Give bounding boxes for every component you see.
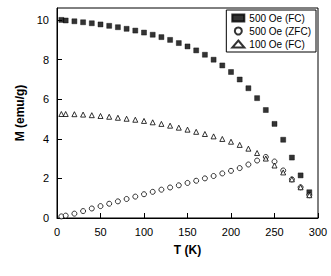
svg-text:M (emu/g): M (emu/g) bbox=[13, 85, 27, 142]
svg-text:200: 200 bbox=[222, 226, 240, 238]
svg-text:0: 0 bbox=[54, 226, 60, 238]
svg-text:500 Oe (ZFC): 500 Oe (ZFC) bbox=[249, 26, 311, 37]
svg-text:100 Oe (FC): 100 Oe (FC) bbox=[249, 39, 305, 50]
svg-text:300: 300 bbox=[309, 226, 327, 238]
svg-text:500 Oe (FC): 500 Oe (FC) bbox=[249, 13, 305, 24]
svg-text:0: 0 bbox=[43, 212, 49, 224]
svg-text:8: 8 bbox=[43, 54, 49, 66]
svg-text:150: 150 bbox=[178, 226, 196, 238]
svg-text:10: 10 bbox=[37, 14, 49, 26]
svg-text:100: 100 bbox=[135, 226, 153, 238]
svg-text:4: 4 bbox=[43, 133, 49, 145]
svg-text:T (K): T (K) bbox=[174, 243, 201, 257]
svg-text:250: 250 bbox=[265, 226, 283, 238]
svg-text:2: 2 bbox=[43, 172, 49, 184]
svg-text:6: 6 bbox=[43, 93, 49, 105]
svg-text:50: 50 bbox=[94, 226, 106, 238]
